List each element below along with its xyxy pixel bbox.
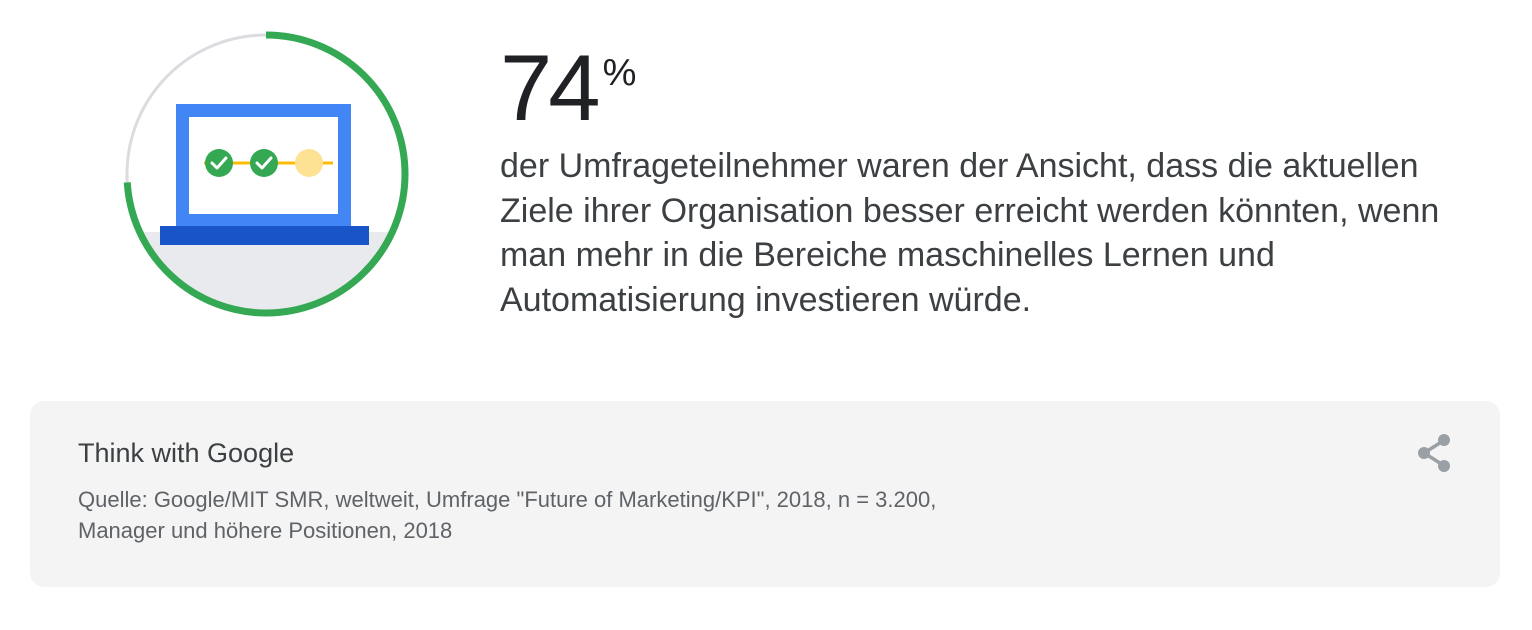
statistic-description: der Umfrageteilnehmer waren der Ansicht,… (500, 147, 1440, 319)
illustration-floor (127, 232, 405, 313)
laptop-progress-icon (160, 104, 369, 245)
pending-step-icon (295, 149, 323, 177)
statistic-value-row: 74 % (500, 40, 1480, 136)
statistic-block: 74 % der Umfrageteilnehmer waren der Ans… (500, 40, 1480, 322)
statistic-number: 74 (500, 35, 601, 140)
source-card: Think with Google Quelle: Google/MIT SMR… (30, 401, 1500, 587)
stat-illustration (118, 26, 414, 322)
progress-ring (123, 31, 409, 317)
share-icon (1418, 434, 1450, 472)
source-citation: Quelle: Google/MIT SMR, weltweit, Umfrag… (78, 487, 937, 543)
check-circle-icon (205, 149, 233, 177)
share-button[interactable] (1410, 429, 1458, 477)
statistic-unit: % (602, 52, 637, 94)
check-circle-icon (250, 149, 278, 177)
brand-name: Think with Google (78, 438, 295, 468)
